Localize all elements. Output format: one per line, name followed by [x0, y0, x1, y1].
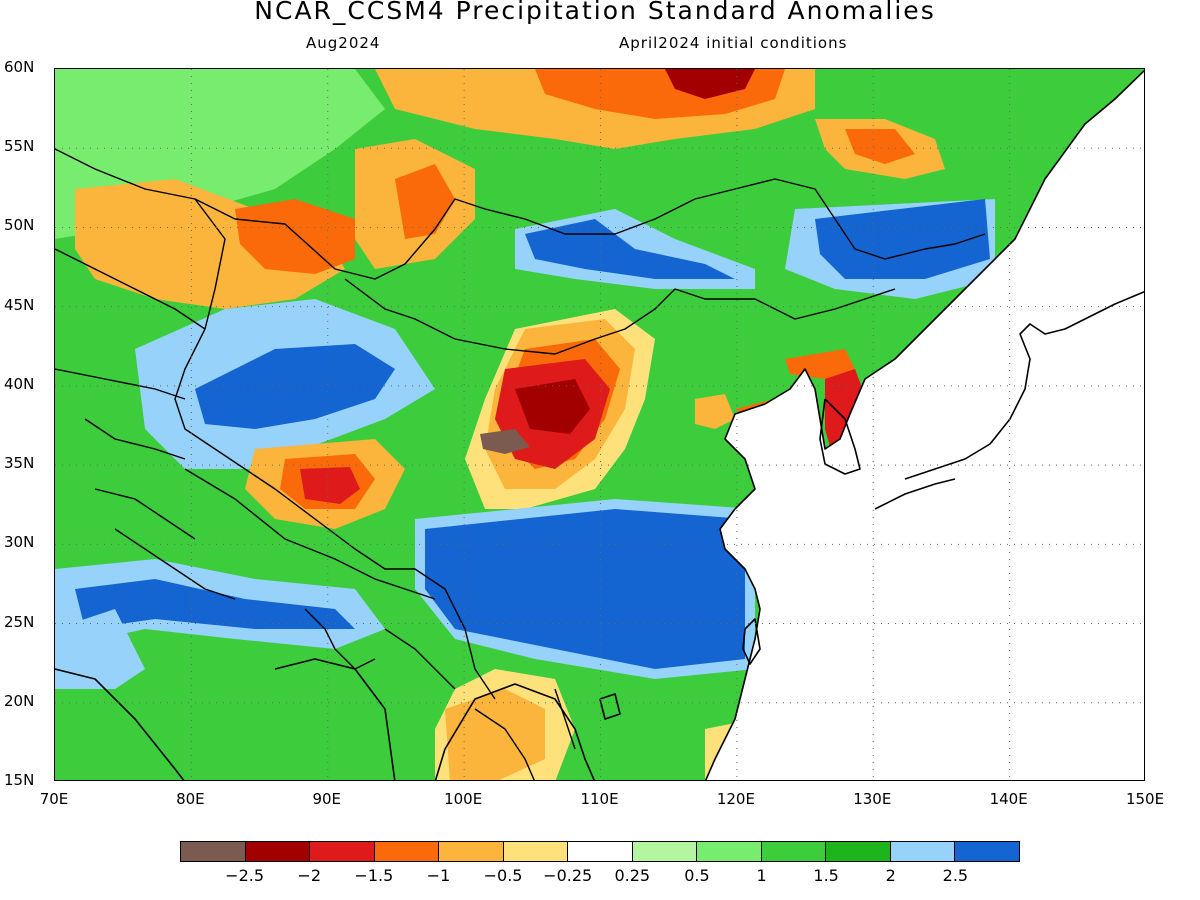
colorbar-label: 1 [756, 866, 767, 885]
japan-south-coast [874, 478, 956, 510]
border-china-mongolia [344, 278, 896, 355]
lat-label: 45N [4, 295, 35, 314]
colorbar [180, 841, 1020, 862]
border-china-central-asia [174, 198, 496, 700]
colorbar-label: 2.5 [942, 866, 969, 885]
colorbar-label: −0.5 [483, 866, 523, 885]
lon-label: 70E [39, 790, 69, 808]
taiwan-coast [742, 618, 761, 665]
colorbar-segment [245, 842, 311, 861]
anomaly-region-orange [845, 129, 915, 164]
anomaly-region-blue [75, 579, 355, 629]
colorbar-label: 1.5 [813, 866, 839, 885]
colorbar-segment [697, 842, 762, 861]
colorbar-label: −1.5 [354, 866, 394, 885]
coastline [704, 69, 1144, 780]
colorbar-label: 2 [885, 866, 896, 885]
lat-label: 60N [4, 58, 35, 76]
lon-label: 110E [580, 790, 619, 808]
valid-month: Aug2024 [306, 34, 381, 52]
colorbar-label: 0.25 [614, 866, 651, 885]
hainan-coast [599, 693, 621, 720]
lat-label: 20N [4, 691, 35, 710]
border-russia-kazakhstan [55, 148, 986, 280]
anomaly-region-lightorange [695, 394, 735, 429]
lon-label: 130E [853, 790, 892, 808]
anomaly-region-orange [235, 199, 355, 274]
lat-label: 35N [4, 454, 35, 473]
colorbar-segment [955, 842, 1019, 861]
anomaly-region-lightblue [55, 609, 145, 689]
colorbar-segment [890, 842, 956, 861]
colorbar-segment [632, 842, 698, 861]
border-himalaya [184, 468, 436, 600]
map-title: NCAR_CCSM4 Precipitation Standard Anomal… [254, 0, 936, 25]
colorbar-segment [503, 842, 569, 861]
border-central-asia [55, 248, 206, 540]
anomaly-region-darkred [665, 69, 755, 99]
anomaly-region-red [300, 467, 360, 504]
colorbar-label: −2.5 [225, 866, 265, 885]
anomaly-region-brown [480, 429, 530, 454]
colorbar-segment [439, 842, 504, 861]
anomaly-region-blue [195, 344, 395, 429]
lon-label: 90E [312, 790, 342, 808]
india-coast [55, 668, 185, 780]
anomaly-region-darkred [515, 379, 590, 434]
lon-label: 150E [1125, 790, 1165, 808]
colorbar-segment [181, 842, 246, 861]
lon-label: 100E [444, 790, 483, 808]
korea-coast [819, 398, 861, 475]
colorbar-segment [826, 842, 891, 861]
colorbar-segment [761, 842, 827, 861]
lat-label: 50N [4, 216, 35, 235]
lat-label: 40N [4, 374, 35, 393]
anomaly-region-lightorange [445, 689, 545, 780]
indochina-coast [434, 683, 596, 780]
map-plot-area [54, 68, 1145, 781]
anomaly-region-blue [815, 199, 990, 279]
colorbar-segment [568, 842, 633, 861]
colorbar-label: −0.25 [543, 866, 593, 885]
lat-label: 15N [4, 771, 35, 789]
lat-label: 55N [4, 137, 35, 156]
ocean-area [705, 70, 1144, 780]
lat-label: 30N [4, 533, 35, 552]
colorbar-label: −1 [426, 866, 451, 885]
lon-label: 120E [716, 790, 755, 808]
border-south-asia [114, 528, 576, 780]
colorbar-segment [374, 842, 440, 861]
anomaly-region-lightorange [75, 179, 345, 309]
japan-coast [904, 290, 1144, 480]
anomaly-region-blue [425, 509, 745, 669]
lon-label: 80E [176, 790, 205, 808]
lat-label: 25N [4, 612, 35, 631]
colorbar-label: 0.5 [684, 866, 710, 885]
initial-conditions: April2024 initial conditions [619, 34, 848, 52]
lon-label: 140E [989, 790, 1028, 808]
colorbar-segment [310, 842, 375, 861]
anomaly-map [55, 69, 1144, 780]
colorbar-label: −2 [297, 866, 322, 885]
